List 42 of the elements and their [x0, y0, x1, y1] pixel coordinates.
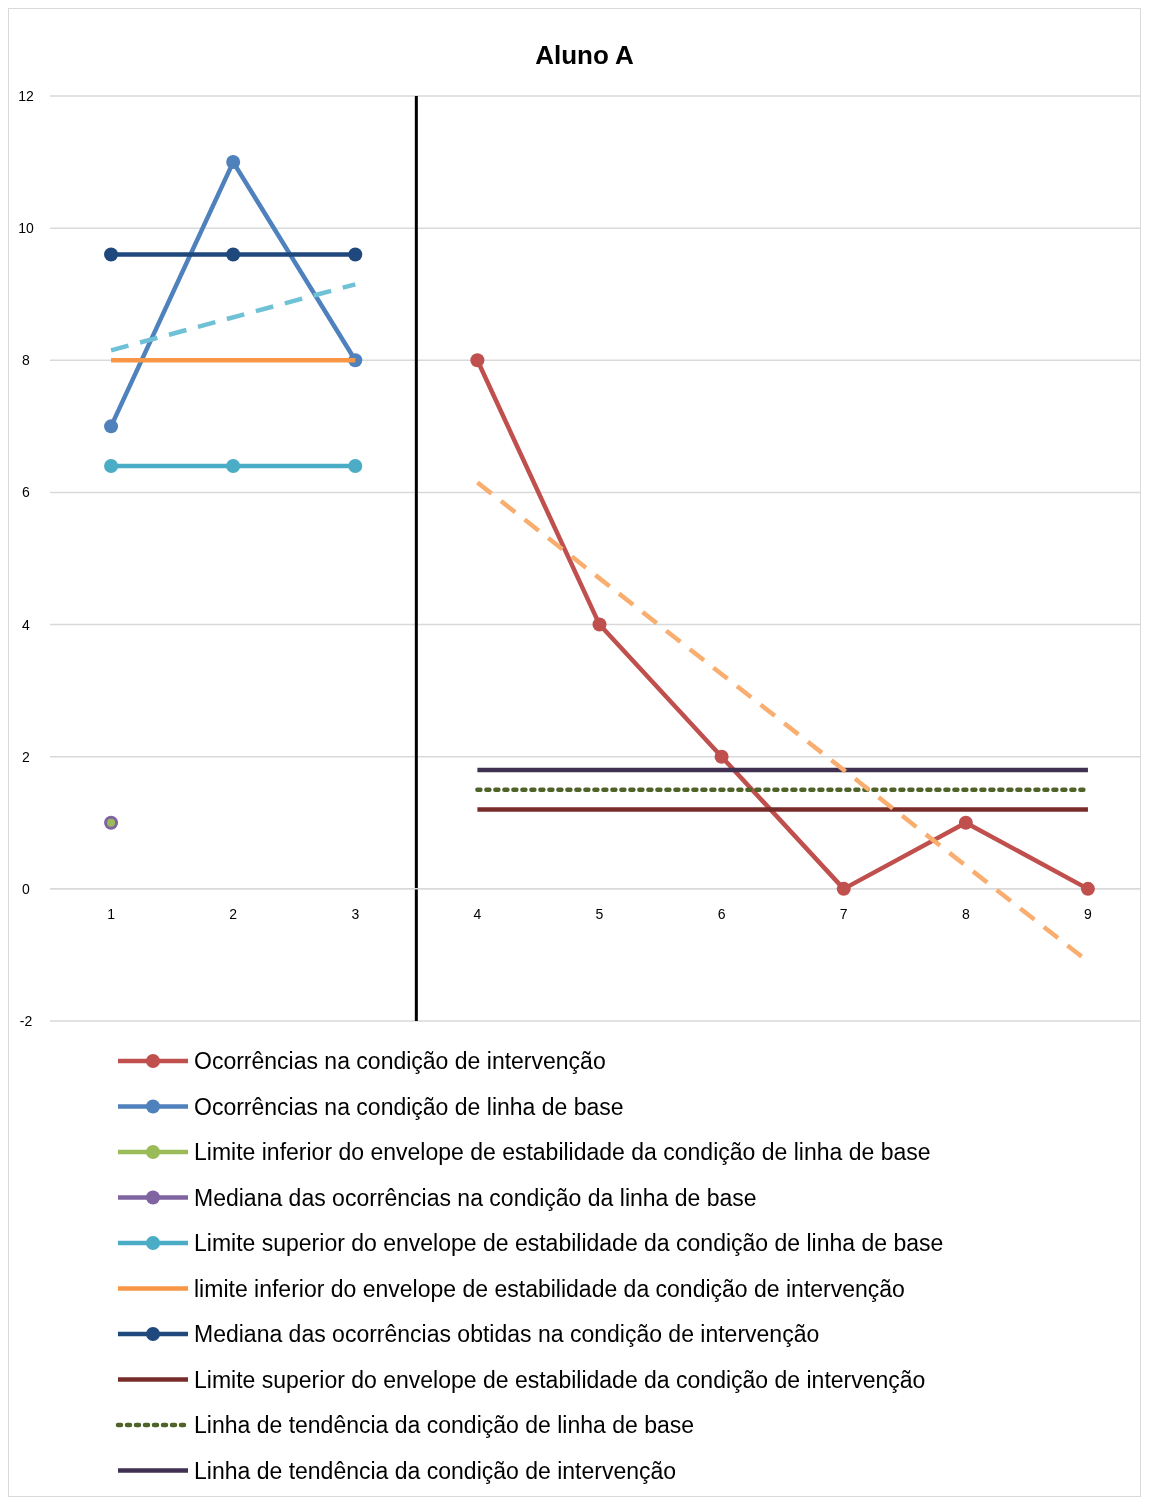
- point: [104, 419, 119, 434]
- legend-label: Linha de tendência da condição de linha de base: [194, 1412, 695, 1438]
- chart-title: Aluno A: [535, 40, 635, 70]
- y-tick-label: 0: [22, 880, 31, 897]
- point: [836, 881, 851, 896]
- y-tick-label: 8: [22, 352, 31, 369]
- point: [1080, 881, 1095, 896]
- legend-label: Linha de tendência da condição de intervenção: [194, 1457, 677, 1484]
- y-tick-label: 10: [18, 220, 34, 237]
- legend-label: Ocorrências na condição de linha de base: [194, 1093, 624, 1120]
- point: [104, 459, 119, 473]
- y-tick-label: 4: [22, 616, 31, 633]
- legend-label: Mediana das ocorrências na condição da linha de base: [194, 1184, 757, 1211]
- x-tick-label: 6: [717, 905, 726, 922]
- point: [226, 459, 241, 473]
- legend-label: Ocorrências na condição de intervenção: [194, 1048, 606, 1074]
- x-tick-label: 5: [595, 905, 604, 922]
- legend-label: Limite superior do envelope de estabilidade da condição de intervenção: [194, 1366, 926, 1393]
- x-tick-label: 2: [229, 905, 238, 922]
- point: [226, 155, 241, 170]
- y-tick-label: 12: [18, 88, 34, 104]
- x-tick-label: 8: [961, 905, 970, 922]
- point: [714, 749, 729, 764]
- y-tick-label: 2: [22, 748, 31, 765]
- legend-label: Limite superior do envelope de estabilidade da condição de linha de base: [194, 1230, 944, 1256]
- x-tick-label: 3: [351, 905, 360, 922]
- x-tick-label: 9: [1084, 905, 1093, 922]
- point: [226, 247, 241, 262]
- point: [592, 617, 607, 632]
- x-tick-label: 4: [473, 905, 482, 922]
- legend-label: limite inferior do envelope de estabilidade da condição de intervenção: [194, 1275, 905, 1302]
- y-tick-label: 6: [22, 484, 31, 501]
- legend-label: Limite inferior do envelope de estabilidade da condição de linha de base: [194, 1139, 931, 1165]
- point: [470, 353, 485, 368]
- point: [104, 247, 119, 262]
- point: [348, 459, 363, 473]
- point: [958, 815, 973, 830]
- point: [348, 247, 363, 262]
- legend-label: Mediana das ocorrências obtidas na condição de intervenção: [194, 1321, 820, 1347]
- x-tick-label: 1: [107, 905, 116, 922]
- x-tick-label: 7: [839, 905, 848, 922]
- y-tick-label: -2: [19, 1013, 33, 1029]
